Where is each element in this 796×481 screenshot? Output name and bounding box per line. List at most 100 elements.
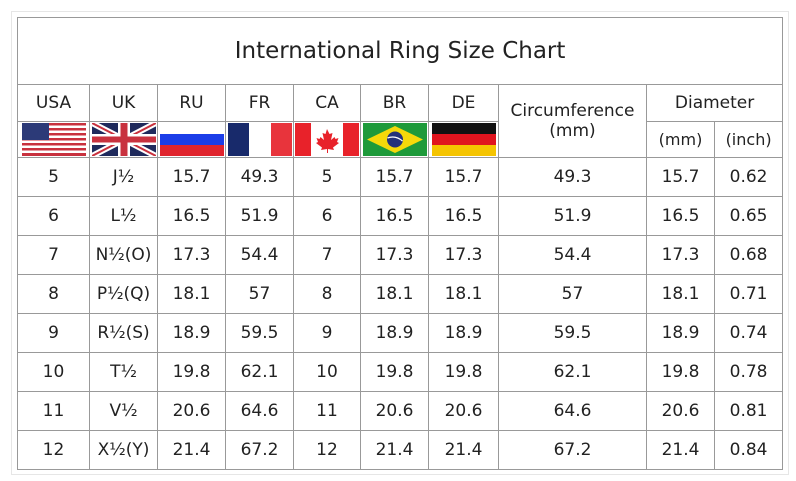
cell-diameter-inch: 0.78 [713, 352, 784, 392]
header-diameter-inch: (inch) [713, 121, 784, 158]
cell-ru: 17.3 [157, 235, 226, 275]
cell-fr: 67.2 [225, 430, 294, 470]
cell-fr: 57 [225, 274, 294, 314]
cell-circumference: 64.6 [498, 391, 647, 431]
cell-ca: 10 [293, 352, 361, 392]
cell-diameter-inch: 0.81 [713, 391, 784, 431]
cell-circumference: 67.2 [498, 430, 647, 470]
cell-diameter-inch: 0.71 [713, 274, 784, 314]
table-row: 8 P½(Q) 18.1 57 8 18.1 18.1 57 18.1 0.71 [17, 274, 784, 314]
cell-ca: 6 [293, 196, 361, 236]
cell-usa: 9 [17, 313, 90, 353]
table-row: 9 R½(S) 18.9 59.5 9 18.9 18.9 59.5 18.9 0.74 [17, 313, 784, 353]
cell-circumference: 51.9 [498, 196, 647, 236]
cell-br: 16.5 [360, 196, 429, 236]
cell-fr: 54.4 [225, 235, 294, 275]
cell-ca: 7 [293, 235, 361, 275]
cell-fr: 59.5 [225, 313, 294, 353]
header-circumference: Circumference (mm) [498, 84, 647, 158]
russia-flag-icon [157, 121, 226, 158]
cell-diameter-inch: 0.84 [713, 430, 784, 470]
cell-uk: R½(S) [89, 313, 158, 353]
cell-ru: 15.7 [157, 157, 226, 197]
cell-fr: 64.6 [225, 391, 294, 431]
cell-usa: 12 [17, 430, 90, 470]
cell-ru: 20.6 [157, 391, 226, 431]
cell-uk: V½ [89, 391, 158, 431]
cell-diameter-inch: 0.74 [713, 313, 784, 353]
usa-flag-icon [17, 121, 90, 158]
uk-flag-icon [89, 121, 158, 158]
cell-uk: J½ [89, 157, 158, 197]
cell-br: 18.1 [360, 274, 429, 314]
cell-diameter-mm: 16.5 [646, 196, 715, 236]
cell-usa: 7 [17, 235, 90, 275]
cell-diameter-mm: 20.6 [646, 391, 715, 431]
cell-uk: N½(O) [89, 235, 158, 275]
cell-diameter-inch: 0.65 [713, 196, 784, 236]
cell-ca: 9 [293, 313, 361, 353]
cell-br: 21.4 [360, 430, 429, 470]
ring-size-table: International Ring Size Chart USA UK RU … [16, 17, 784, 470]
cell-br: 20.6 [360, 391, 429, 431]
cell-usa: 6 [17, 196, 90, 236]
canada-flag-icon [293, 121, 361, 158]
header-diameter-mm: (mm) [646, 121, 715, 158]
header-br: BR [360, 84, 429, 122]
france-flag-icon [225, 121, 294, 158]
header-fr: FR [225, 84, 294, 122]
cell-br: 18.9 [360, 313, 429, 353]
cell-circumference: 54.4 [498, 235, 647, 275]
cell-uk: P½(Q) [89, 274, 158, 314]
table-row: 5 J½ 15.7 49.3 5 15.7 15.7 49.3 15.7 0.62 [17, 157, 784, 197]
cell-fr: 62.1 [225, 352, 294, 392]
cell-de: 20.6 [428, 391, 499, 431]
cell-ca: 8 [293, 274, 361, 314]
cell-diameter-mm: 18.9 [646, 313, 715, 353]
table-row: 6 L½ 16.5 51.9 6 16.5 16.5 51.9 16.5 0.65 [17, 196, 784, 236]
table-row: 12 X½(Y) 21.4 67.2 12 21.4 21.4 67.2 21.4 0.84 [17, 430, 784, 470]
cell-diameter-mm: 19.8 [646, 352, 715, 392]
cell-usa: 11 [17, 391, 90, 431]
header-ru: RU [157, 84, 226, 122]
cell-circumference: 57 [498, 274, 647, 314]
table-row: 7 N½(O) 17.3 54.4 7 17.3 17.3 54.4 17.3 0.68 [17, 235, 784, 275]
cell-diameter-mm: 18.1 [646, 274, 715, 314]
cell-br: 15.7 [360, 157, 429, 197]
cell-diameter-mm: 21.4 [646, 430, 715, 470]
germany-flag-icon [428, 121, 499, 158]
chart-title: International Ring Size Chart [16, 17, 784, 85]
cell-uk: T½ [89, 352, 158, 392]
cell-ru: 18.9 [157, 313, 226, 353]
cell-fr: 49.3 [225, 157, 294, 197]
circumference-label: Circumference [510, 101, 635, 121]
header-ca: CA [293, 84, 361, 122]
cell-de: 17.3 [428, 235, 499, 275]
header-de: DE [428, 84, 499, 122]
outer-frame [11, 11, 789, 475]
table-row: 11 V½ 20.6 64.6 11 20.6 20.6 64.6 20.6 0.81 [17, 391, 784, 431]
cell-usa: 8 [17, 274, 90, 314]
cell-ru: 16.5 [157, 196, 226, 236]
table-row: 10 T½ 19.8 62.1 10 19.8 19.8 62.1 19.8 0.78 [17, 352, 784, 392]
header-uk: UK [89, 84, 158, 122]
cell-ca: 11 [293, 391, 361, 431]
cell-de: 15.7 [428, 157, 499, 197]
cell-usa: 10 [17, 352, 90, 392]
brazil-flag-icon [360, 121, 429, 158]
cell-diameter-inch: 0.68 [713, 235, 784, 275]
cell-ru: 18.1 [157, 274, 226, 314]
cell-ca: 12 [293, 430, 361, 470]
cell-ca: 5 [293, 157, 361, 197]
cell-circumference: 49.3 [498, 157, 647, 197]
cell-diameter-inch: 0.62 [713, 157, 784, 197]
cell-usa: 5 [17, 157, 90, 197]
header-diameter: Diameter [645, 84, 784, 122]
circumference-unit: (mm) [549, 121, 596, 141]
cell-de: 18.1 [428, 274, 499, 314]
cell-diameter-mm: 17.3 [646, 235, 715, 275]
cell-circumference: 62.1 [498, 352, 647, 392]
cell-de: 21.4 [428, 430, 499, 470]
cell-uk: L½ [89, 196, 158, 236]
cell-de: 16.5 [428, 196, 499, 236]
